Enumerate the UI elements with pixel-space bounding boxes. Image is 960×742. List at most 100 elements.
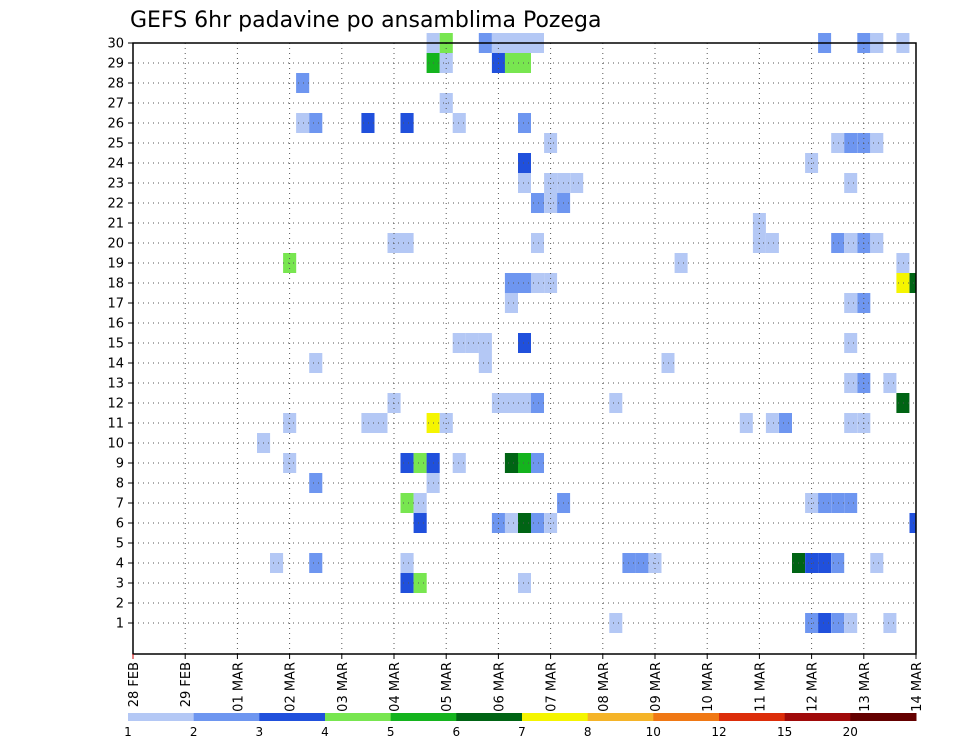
heatmap-cell xyxy=(531,393,544,413)
heatmap-cell xyxy=(518,453,531,473)
x-tick-label: 11 MAR xyxy=(753,662,768,712)
heatmap-cell xyxy=(844,493,858,513)
legend-swatch xyxy=(522,713,589,721)
x-tick-label: 06 MAR xyxy=(492,662,507,712)
heatmap-cell xyxy=(844,373,858,393)
x-tick-label: 29 FEB xyxy=(179,662,194,707)
heatmap-cell xyxy=(465,333,479,353)
legend-label: 3 xyxy=(255,725,263,739)
heatmap-cell xyxy=(831,613,845,633)
heatmap-cell xyxy=(374,413,388,433)
heatmap-cell xyxy=(831,493,845,513)
x-tick-label: 01 MAR xyxy=(231,662,246,712)
heatmap-cell xyxy=(361,413,375,433)
heatmap-cell xyxy=(504,293,518,313)
heatmap-cell xyxy=(831,553,845,573)
heatmap-cell xyxy=(818,493,832,513)
legend-label: 4 xyxy=(321,725,329,739)
heatmap-cell xyxy=(518,113,531,133)
heatmap-cell xyxy=(518,273,531,293)
heatmap-cell xyxy=(309,473,323,493)
x-tick-label: 14 MAR xyxy=(910,662,925,712)
heatmap-cell xyxy=(400,573,414,593)
heatmap-cell xyxy=(518,173,531,193)
x-tick-label: 04 MAR xyxy=(388,662,403,712)
x-tick-label: 02 MAR xyxy=(284,662,299,712)
x-tick-label: 10 MAR xyxy=(701,662,716,712)
heatmap-cell xyxy=(896,273,910,293)
x-tick-label: 07 MAR xyxy=(545,662,560,712)
y-tick-label: 1 xyxy=(116,617,124,632)
y-tick-label: 18 xyxy=(107,277,124,292)
heatmap-cell xyxy=(765,413,779,433)
heatmap-cell xyxy=(309,553,323,573)
heatmap-cell xyxy=(504,513,518,533)
heatmap-cell xyxy=(478,333,492,353)
y-tick-label: 17 xyxy=(107,297,124,312)
heatmap-cell xyxy=(452,113,466,133)
x-tick-label: 03 MAR xyxy=(336,662,351,712)
heatmap-cell xyxy=(909,273,916,293)
heatmap-cell xyxy=(400,113,414,133)
heatmap-cell xyxy=(739,413,753,433)
y-tick-label: 19 xyxy=(107,257,124,272)
y-tick-label: 8 xyxy=(116,477,124,492)
heatmap-cell xyxy=(504,273,518,293)
legend-swatch xyxy=(850,713,917,721)
heatmap-cell xyxy=(870,233,884,253)
heatmap-cell xyxy=(674,253,688,273)
legend-swatch xyxy=(259,713,326,721)
heatmap-cell xyxy=(909,513,916,533)
heatmap-cell xyxy=(504,393,518,413)
heatmap-cell xyxy=(779,413,792,433)
heatmap-cell xyxy=(844,233,858,253)
y-tick-label: 23 xyxy=(107,177,124,192)
heatmap-cell xyxy=(413,453,427,473)
legend-swatch xyxy=(128,713,195,721)
legend-swatch xyxy=(456,713,523,721)
legend-label: 7 xyxy=(518,725,526,739)
y-tick-label: 22 xyxy=(107,197,124,212)
x-axis: 28 FEB 29 FEB 01 MAR 02 MAR 03 MAR 04 MAR 05 M… xyxy=(127,654,925,712)
heatmap-cell xyxy=(400,233,414,253)
legend-label: 5 xyxy=(387,725,395,739)
heatmap-cell xyxy=(531,233,544,253)
heatmap-cell xyxy=(831,133,845,153)
x-tick-label: 28 FEB xyxy=(127,662,142,707)
heatmap-cell xyxy=(844,133,858,153)
heatmap-cell xyxy=(309,353,323,373)
heatmap-cell xyxy=(296,113,310,133)
y-tick-label: 5 xyxy=(116,537,124,552)
y-tick-label: 9 xyxy=(116,457,124,472)
legend-label: 12 xyxy=(711,725,726,739)
heatmap-cell xyxy=(818,613,832,633)
chart-title: GEFS 6hr padavine po ansamblima Pozega xyxy=(130,8,601,33)
heatmap-cell xyxy=(400,553,414,573)
heatmap-cells xyxy=(257,33,916,633)
y-tick-label: 2 xyxy=(116,597,124,612)
y-tick-label: 25 xyxy=(107,137,124,152)
y-tick-label: 4 xyxy=(116,557,124,572)
heatmap-cell xyxy=(818,553,832,573)
heatmap-cell xyxy=(531,453,544,473)
heatmap-cell xyxy=(635,553,649,573)
heatmap-cell xyxy=(844,293,858,313)
legend-swatch xyxy=(653,713,720,721)
y-tick-label: 29 xyxy=(107,57,124,72)
y-tick-label: 24 xyxy=(107,157,124,172)
heatmap-cell xyxy=(478,353,492,373)
legend-label: 15 xyxy=(777,725,792,739)
y-tick-label: 3 xyxy=(116,577,124,592)
plot-frame xyxy=(132,42,917,655)
heatmap-cell xyxy=(518,513,531,533)
heatmap-cell xyxy=(361,113,375,133)
y-tick-label: 13 xyxy=(107,377,124,392)
y-tick-label: 6 xyxy=(116,517,124,532)
heatmap-cell xyxy=(765,233,779,253)
heatmap-cell xyxy=(844,413,858,433)
legend-swatch xyxy=(390,713,457,721)
y-tick-label: 12 xyxy=(107,397,124,412)
y-tick-label: 14 xyxy=(107,357,124,372)
y-tick-label: 15 xyxy=(107,337,124,352)
x-tick-label: 08 MAR xyxy=(597,662,612,712)
